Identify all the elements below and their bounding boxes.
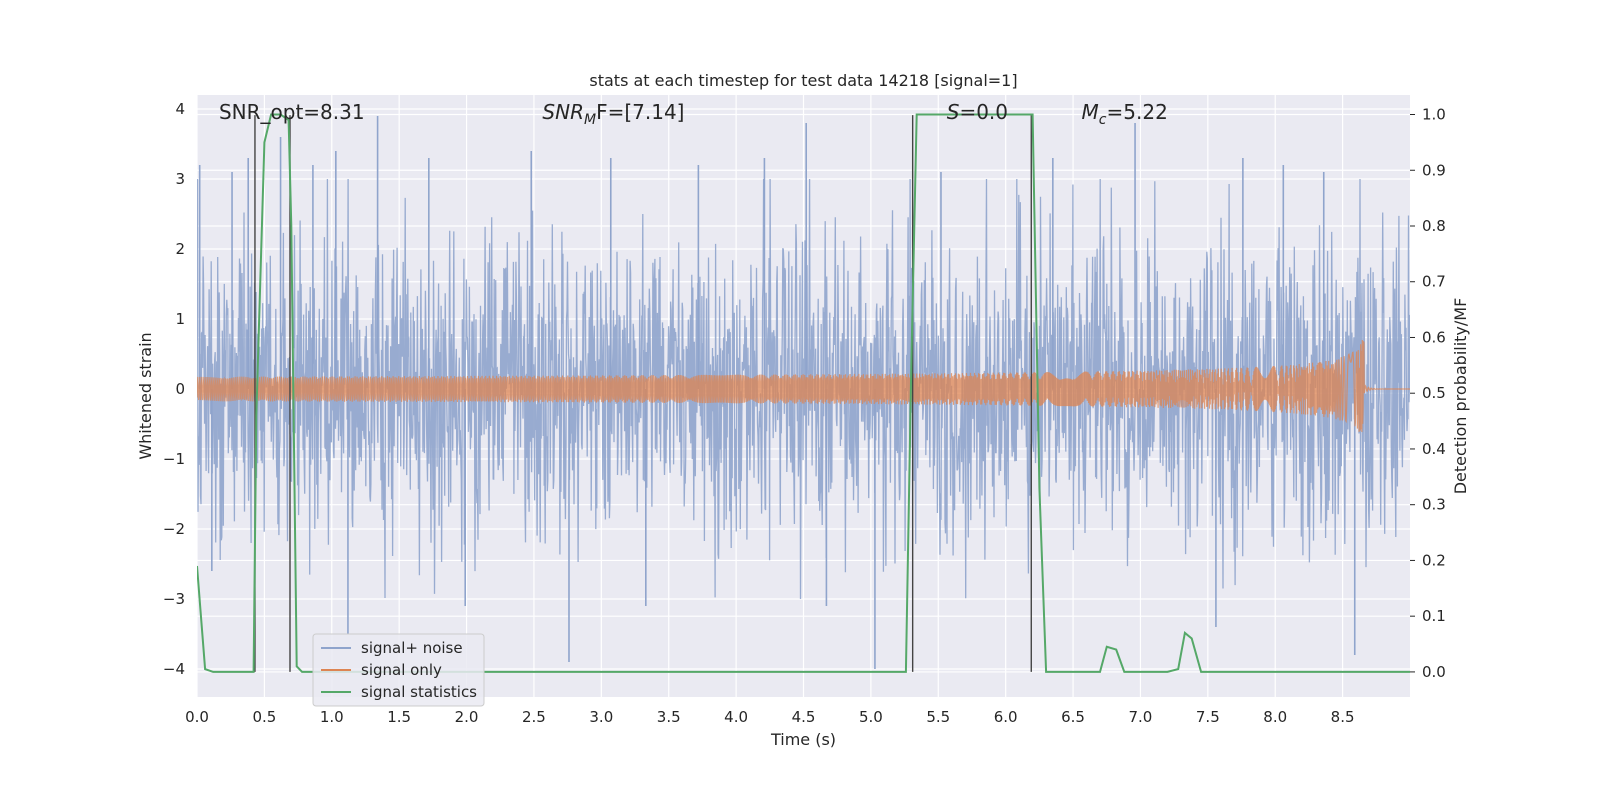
x-tick-label: 2.5 — [522, 708, 546, 726]
noise-trace — [197, 178, 1410, 600]
y-axis-left-ticks: 4 3 2 1 0 −1 −2 −3 −4 — [163, 100, 185, 678]
y-right-tick-label: 0.4 — [1422, 440, 1446, 458]
legend: signal+ noise signal only signal statistic… — [312, 633, 485, 707]
x-tick-label: 3.5 — [657, 708, 681, 726]
y-right-tick-label: 0.1 — [1422, 607, 1446, 625]
series-signal-noise — [197, 116, 1410, 669]
x-tick-label: 8.5 — [1331, 708, 1355, 726]
x-tick-label: 6.0 — [994, 708, 1018, 726]
x-tick-label: 3.0 — [589, 708, 613, 726]
legend-entry: signal statistics — [361, 683, 477, 701]
chart-title: stats at each timestep for test data 142… — [589, 71, 1017, 90]
y-tick-label: 2 — [175, 240, 185, 258]
y-tick-label: −3 — [163, 590, 185, 608]
annotation-text: Mc=5.22 — [1082, 100, 1168, 128]
y-right-tick-label: 0.6 — [1422, 328, 1446, 346]
x-tick-label: 5.0 — [859, 708, 883, 726]
annotation-text: S=0.0 — [947, 100, 1008, 124]
x-axis-label: Time (s) — [770, 730, 836, 749]
legend-entry: signal+ noise — [361, 639, 463, 657]
x-tick-label: 7.0 — [1129, 708, 1153, 726]
y-tick-label: 4 — [175, 100, 185, 118]
y-tick-label: −2 — [163, 520, 185, 538]
x-tick-label: 0.0 — [185, 708, 209, 726]
y-tick-label: −4 — [163, 660, 185, 678]
x-tick-label: 0.5 — [252, 708, 276, 726]
x-tick-label: 4.0 — [724, 708, 748, 726]
x-tick-label: 1.5 — [387, 708, 411, 726]
x-tick-label: 1.0 — [320, 708, 344, 726]
annotations: SNR_opt=8.31 SNRMF=[7.14] S=0.0 Mc=5.22 — [219, 100, 1168, 128]
y-axis-right-label: Detection probability/MF — [1451, 298, 1470, 495]
y-right-tick-label: 0.8 — [1422, 217, 1446, 235]
x-tick-label: 8.0 — [1263, 708, 1287, 726]
x-tick-label: 4.5 — [792, 708, 816, 726]
y-right-tick-label: 0.5 — [1422, 384, 1446, 402]
y-right-tick-label: 0.3 — [1422, 496, 1446, 514]
y-tick-label: 0 — [175, 380, 185, 398]
y-tick-label: −1 — [163, 450, 185, 468]
statistics-trace — [197, 113, 1410, 673]
annotation-text: SNRMF=[7.14] — [542, 100, 684, 128]
x-axis-ticks: 0.0 0.5 1.0 1.5 2.0 2.5 3.0 3.5 4.0 4.5 5.0 5.5 6.0 6… — [185, 708, 1354, 726]
series-signal-only — [197, 339, 1410, 433]
series-signal-statistics — [197, 113, 1410, 673]
x-tick-label: 5.5 — [926, 708, 950, 726]
chirp-trace — [197, 339, 1410, 433]
y-axis-left-label: Whitened strain — [136, 332, 155, 459]
x-tick-label: 7.5 — [1196, 708, 1220, 726]
x-tick-label: 2.0 — [455, 708, 479, 726]
legend-entry: signal only — [361, 661, 442, 679]
y-axis-right-ticks: 1.0 0.9 0.8 0.7 0.6 0.5 0.4 0.3 0.2 0.1 0.0 — [1410, 106, 1446, 681]
y-right-tick-label: 1.0 — [1422, 106, 1446, 124]
annotation-text: SNR_opt=8.31 — [219, 100, 365, 124]
y-tick-label: 1 — [175, 310, 185, 328]
y-right-tick-label: 0.9 — [1422, 161, 1446, 179]
y-right-tick-label: 0.2 — [1422, 551, 1446, 569]
x-tick-label: 6.5 — [1061, 708, 1085, 726]
legend-box — [312, 633, 485, 707]
y-tick-label: 3 — [175, 170, 185, 188]
y-right-tick-label: 0.7 — [1422, 273, 1446, 291]
y-right-tick-label: 0.0 — [1422, 663, 1446, 681]
